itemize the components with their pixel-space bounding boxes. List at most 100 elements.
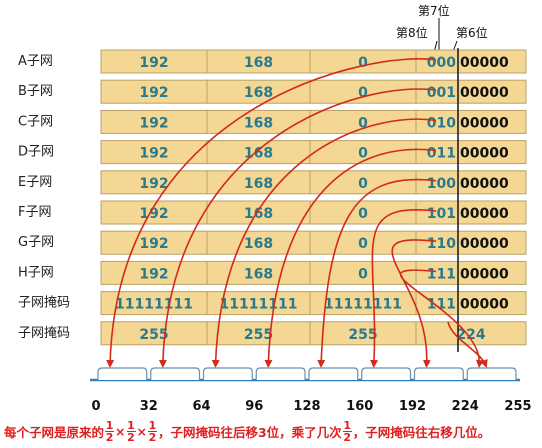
- octet-cell: [415, 79, 527, 104]
- table-row: 子网掩码 255 255 255 224: [18, 321, 527, 346]
- times-sign: ×: [115, 423, 126, 439]
- caption-part2: ，子网掩码往后移3位，乘了几次: [157, 424, 342, 440]
- table-row: H子网 192 168 0 111 00000: [18, 260, 527, 285]
- mapping-arrow: [264, 148, 437, 368]
- row-label: F子网: [18, 205, 51, 220]
- high-bits: 110: [427, 236, 456, 252]
- octet-value: 255: [139, 327, 168, 343]
- times-sign: ×: [136, 423, 147, 439]
- high-bits: 111: [427, 266, 456, 282]
- mapping-arrow: [370, 209, 437, 368]
- high-bits: 101: [427, 206, 456, 222]
- table-row: A子网 192 168 0 000 00000: [18, 49, 527, 74]
- row-label: 子网掩码: [18, 326, 70, 341]
- octet-value: 192: [139, 206, 168, 222]
- octet-value: 168: [244, 206, 273, 222]
- table-row: C子网 192 168 0 010 00000: [18, 109, 527, 134]
- scale-tick-label: 224: [452, 399, 479, 414]
- scale-segment: [202, 367, 253, 380]
- high-bits: 010: [427, 115, 456, 131]
- octet-cell: [415, 260, 527, 285]
- low-bits: 00000: [460, 206, 509, 222]
- octet-value: 192: [139, 146, 168, 162]
- mapping-arrow: [106, 58, 437, 368]
- octet-value: 0: [358, 206, 368, 222]
- mapping-arrow: [317, 178, 437, 368]
- octet-value: 192: [139, 115, 168, 131]
- octet-value: 192: [139, 55, 168, 71]
- scale-segment: [308, 367, 359, 380]
- row-label: D子网: [18, 145, 54, 160]
- octet-cell: [415, 200, 527, 225]
- octet-value: 168: [244, 55, 273, 71]
- octet-value: 0: [358, 146, 368, 162]
- mapping-arrow: [400, 269, 484, 368]
- octet-value: 11111111: [220, 297, 298, 313]
- mapping-arrow: [158, 88, 437, 368]
- high-bits: 111: [427, 297, 456, 313]
- caption-part3: ，子网掩码往右移几位。: [352, 424, 491, 440]
- scale-tick-label: 160: [346, 399, 373, 414]
- caption-part1: 每个子网是原来的: [4, 424, 105, 440]
- scale-segment: [150, 367, 201, 380]
- row-label: A子网: [18, 54, 53, 69]
- octet-cell: [415, 140, 527, 165]
- octet-cell: [415, 49, 527, 74]
- octet-value: 168: [244, 146, 273, 162]
- bit7-label: 第7位: [418, 3, 450, 18]
- octet-cell: [415, 170, 527, 195]
- scale-tick-label: 192: [399, 399, 426, 414]
- row-label: E子网: [18, 175, 52, 190]
- scale-tick-label: 255: [504, 399, 531, 414]
- octet-value: 0: [358, 85, 368, 101]
- octet-value: 192: [139, 266, 168, 282]
- octet-value: 168: [244, 176, 273, 192]
- row-label: C子网: [18, 114, 53, 129]
- high-bits: 000: [427, 55, 456, 71]
- scale-segment: [361, 367, 412, 380]
- octet-value: 11111111: [324, 297, 402, 313]
- octet-value: 0: [358, 115, 368, 131]
- table-row: E子网 192 168 0 100 00000: [18, 170, 527, 195]
- row-label: G子网: [18, 235, 54, 250]
- octet-value: 255: [244, 327, 273, 343]
- row-label: H子网: [18, 265, 54, 280]
- scale-segment: [466, 367, 517, 380]
- octet-value: 168: [244, 85, 273, 101]
- low-bits: 00000: [460, 146, 509, 162]
- scale-tick-label: 128: [293, 399, 320, 414]
- high-bits: 011: [427, 146, 456, 162]
- octet-cell: [415, 321, 527, 346]
- table-row: B子网 192 168 0 001 00000: [18, 79, 527, 104]
- scale-segment: [413, 367, 464, 380]
- low-bits: 00000: [460, 85, 509, 101]
- low-bits: 00000: [460, 55, 509, 71]
- row-label: 子网掩码: [18, 296, 70, 311]
- octet-value: 168: [244, 266, 273, 282]
- octet-value: 168: [244, 236, 273, 252]
- mapping-arrow: [447, 321, 488, 368]
- row-label: B子网: [18, 84, 53, 99]
- mapping-arrow: [391, 239, 437, 368]
- high-bits: 100: [427, 176, 456, 192]
- octet-cell: [415, 291, 527, 316]
- octet-value: 255: [348, 327, 377, 343]
- octet-value: 0: [358, 236, 368, 252]
- octet-value: 11111111: [115, 297, 193, 313]
- table-row: D子网 192 168 0 011 00000: [18, 140, 527, 165]
- octet-value: 192: [139, 236, 168, 252]
- octet-value: 192: [139, 176, 168, 192]
- octet-cell: [415, 230, 527, 255]
- scale-tick-label: 96: [245, 399, 263, 414]
- octet-value: 192: [139, 85, 168, 101]
- octet-value: 0: [358, 176, 368, 192]
- low-bits: 00000: [460, 266, 509, 282]
- mapping-arrows: [106, 58, 488, 368]
- table-row: G子网 192 168 0 110 00000: [18, 230, 527, 255]
- octet-value: 0: [358, 266, 368, 282]
- bit8-label: 第8位: [396, 25, 428, 40]
